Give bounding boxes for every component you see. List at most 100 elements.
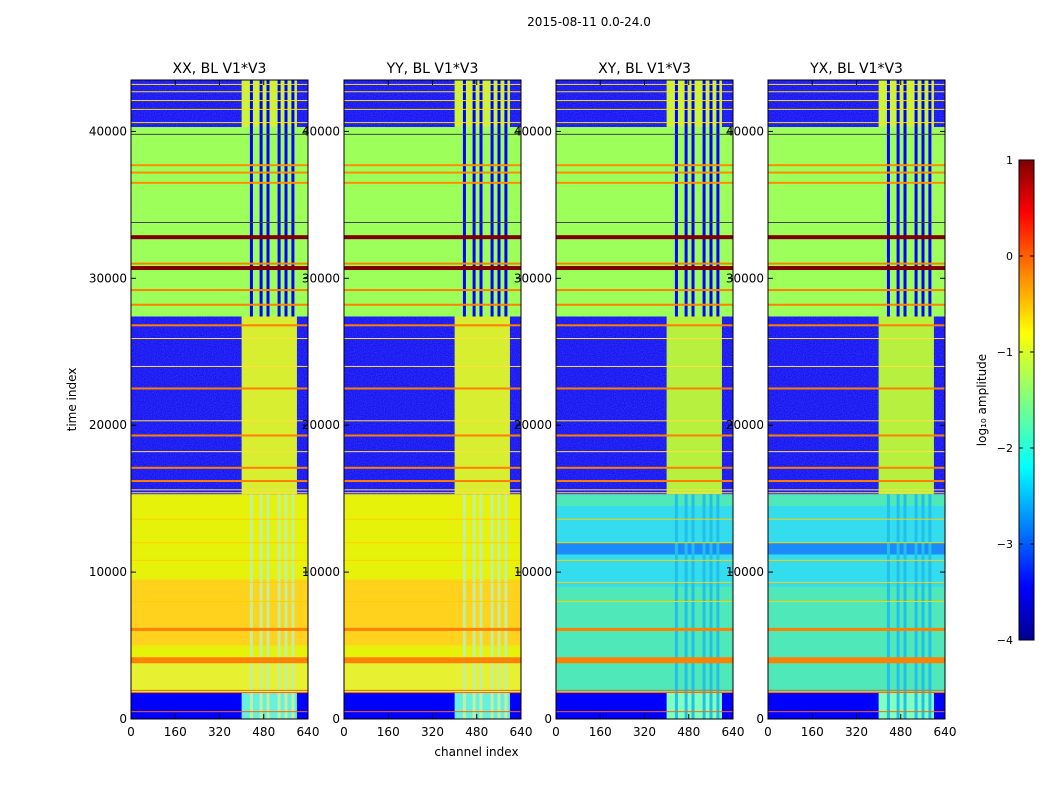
heatmap-stripe: [556, 451, 733, 453]
heatmap-stripe: [556, 122, 733, 124]
heatmap-stripe: [768, 338, 945, 340]
heatmap-panel-2: YY, BL V1*V3 0 160 320 480 640 0 10000 20000 3000…: [302, 61, 533, 759]
heatmap-stripe: [344, 451, 521, 453]
x-tick-label: 0: [552, 725, 560, 739]
heatmap-stripe: [556, 420, 733, 422]
heatmap-stripe: [344, 581, 521, 583]
rfi-column: [928, 494, 932, 719]
x-tick-label: 0: [340, 725, 348, 739]
heatmap-stripe: [768, 692, 945, 694]
rfi-column: [914, 80, 918, 317]
rfi-column: [716, 494, 720, 719]
heatmap-stripe: [556, 303, 733, 306]
heatmap-stripe: [131, 324, 308, 327]
rfi-column: [497, 494, 501, 719]
rfi-column: [684, 494, 688, 719]
rfi-column: [903, 80, 907, 317]
flagged-region: [131, 127, 308, 317]
heatmap-stripe: [768, 627, 945, 631]
bright-region: [344, 579, 521, 646]
heatmap-stripe: [768, 559, 945, 561]
x-tick-label: 160: [589, 725, 612, 739]
heatmap-stripe: [768, 600, 945, 602]
heatmap-stripe: [131, 133, 308, 135]
heatmap-stripe: [556, 542, 733, 544]
x-tick-label: 640: [510, 725, 533, 739]
heatmap-stripe: [344, 235, 521, 240]
heatmap-stripe: [768, 235, 945, 240]
rfi-column: [462, 494, 466, 719]
heatmap-stripe: [344, 689, 521, 691]
heatmap-stripe: [768, 492, 945, 494]
y-tick-label: 40000: [89, 124, 127, 138]
colorbar-tick-label: 0: [1006, 250, 1013, 263]
rfi-column: [504, 80, 508, 317]
panel-title: XX, BL V1*V3: [173, 61, 267, 77]
rfi-column: [914, 494, 918, 719]
heatmap-panel-3: XY, BL V1*V3 0 160 320 480 640 0 10000 20000 3000…: [514, 61, 745, 739]
heatmap-stripe: [131, 689, 308, 691]
rfi-column: [709, 80, 713, 317]
heatmap-stripe: [131, 600, 308, 602]
flagged-region: [556, 127, 733, 317]
rfi-column: [709, 494, 713, 719]
x-tick-label: 0: [764, 725, 772, 739]
rfi-column: [674, 494, 678, 719]
heatmap-stripe: [344, 711, 521, 713]
rfi-column: [896, 494, 900, 719]
heatmap-stripe: [344, 91, 521, 93]
rfi-channel-block: [878, 316, 934, 495]
rfi-column: [462, 80, 466, 317]
heatmap-stripe: [344, 492, 521, 494]
heatmap-stripe: [344, 657, 521, 661]
heatmap-stripe: [344, 181, 521, 184]
y-tick-label: 10000: [726, 565, 764, 579]
heatmap-stripe: [768, 689, 945, 691]
heatmap-stripe: [344, 324, 521, 327]
heatmap-stripe: [131, 489, 308, 491]
heatmap-stripe: [768, 420, 945, 422]
y-tick-label: 10000: [89, 565, 127, 579]
heatmap-stripe: [768, 133, 945, 135]
rfi-column: [291, 494, 295, 719]
x-tick-label: 480: [465, 725, 488, 739]
rfi-column: [472, 494, 476, 719]
heatmap-stripe: [556, 434, 733, 437]
y-tick-label: 20000: [89, 418, 127, 432]
rfi-column: [921, 80, 925, 317]
colorbar-tick-label: −4: [997, 634, 1013, 647]
heatmap-stripe: [768, 303, 945, 306]
heatmap-stripe: [344, 518, 521, 520]
heatmap-stripe: [344, 692, 521, 694]
heatmap-stripe: [344, 338, 521, 340]
heatmap-stripe: [131, 434, 308, 437]
heatmap-stripe: [768, 91, 945, 93]
heatmap-stripe: [344, 600, 521, 602]
heatmap-stripe: [768, 171, 945, 174]
heatmap-stripe: [131, 365, 308, 367]
y-tick-label: 0: [119, 712, 127, 726]
heatmap-stripe: [556, 627, 733, 631]
heatmap-stripe: [556, 689, 733, 691]
heatmap-stripe: [768, 164, 945, 167]
y-tick-label: 40000: [302, 124, 340, 138]
heatmap-stripe: [131, 420, 308, 422]
heatmap-stripe: [768, 262, 945, 265]
colorbar-tick-label: 1: [1006, 154, 1013, 167]
rfi-column: [886, 80, 890, 317]
heatmap-stripe: [344, 266, 521, 271]
heatmap-stripe: [344, 365, 521, 367]
heatmap-stripe: [344, 559, 521, 561]
x-tick-label: 640: [297, 725, 320, 739]
heatmap-stripe: [344, 480, 521, 483]
y-tick-label: 30000: [514, 271, 552, 285]
x-tick-label: 0: [127, 725, 135, 739]
rfi-column: [497, 80, 501, 317]
heatmap-stripe: [131, 235, 308, 240]
y-tick-label: 0: [756, 712, 764, 726]
heatmap-stripe: [131, 338, 308, 340]
rfi-column: [896, 80, 900, 317]
rfi-column: [479, 494, 483, 719]
y-tick-label: 0: [544, 712, 552, 726]
